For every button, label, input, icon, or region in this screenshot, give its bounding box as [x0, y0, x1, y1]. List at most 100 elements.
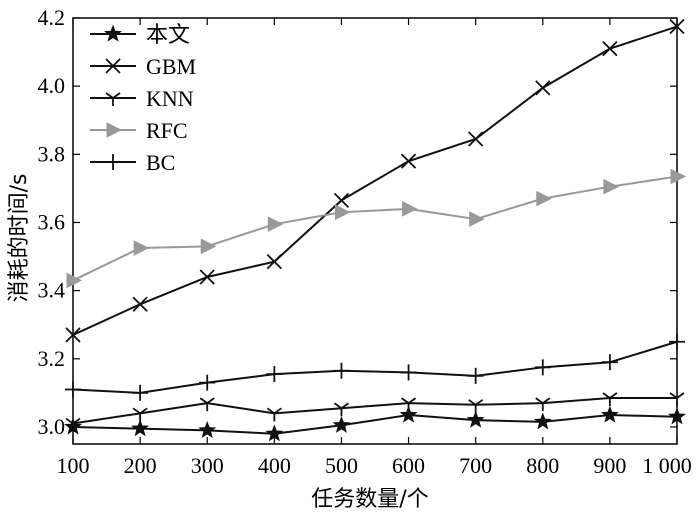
tri-marker-stroke — [112, 92, 121, 99]
legend-label: KNN — [146, 86, 194, 111]
series-line — [72, 25, 678, 336]
triangle-marker — [670, 168, 687, 185]
data-point — [199, 269, 215, 285]
data-point — [132, 296, 148, 312]
data-point — [267, 216, 284, 232]
star-marker — [533, 412, 552, 430]
data-point — [602, 41, 618, 57]
y-tick-label: 4.2 — [38, 5, 66, 30]
legend-marker — [104, 24, 122, 42]
data-point — [399, 405, 418, 423]
data-point — [333, 192, 350, 208]
plot-frame — [72, 17, 678, 445]
data-point — [669, 18, 685, 35]
data-point — [199, 374, 216, 391]
x-marker-stroke — [400, 153, 417, 169]
data-point — [132, 384, 149, 401]
tri-marker-stroke — [468, 399, 477, 406]
legend-label: 本文 — [146, 23, 190, 48]
data-point — [535, 397, 551, 412]
star-marker — [668, 407, 686, 425]
x-tick-label: 800 — [526, 453, 559, 478]
x-tick-label: 700 — [459, 453, 492, 478]
data-point — [131, 419, 150, 437]
data-point — [401, 397, 417, 412]
series-layer — [64, 18, 687, 442]
triangle-marker — [200, 238, 217, 255]
data-point — [466, 410, 485, 428]
tri-marker-stroke — [273, 407, 282, 415]
data-point — [333, 362, 350, 379]
x-marker-stroke — [132, 296, 148, 312]
tri-marker-stroke — [333, 402, 342, 409]
data-point — [65, 327, 81, 343]
x-tick-label: 500 — [325, 453, 358, 478]
triangle-marker — [402, 201, 418, 217]
data-point — [536, 190, 552, 207]
data-point — [334, 204, 351, 221]
data-point — [332, 415, 351, 433]
x-marker-stroke — [333, 192, 350, 208]
tri-marker-stroke — [676, 392, 685, 399]
data-point — [402, 201, 418, 217]
triangle-marker — [469, 211, 485, 227]
tri-marker-stroke — [609, 392, 618, 399]
x-tick-label: 300 — [191, 453, 224, 478]
tri-marker-stroke — [340, 402, 349, 409]
legend-item: GBM — [90, 54, 196, 79]
legend-label: BC — [146, 150, 175, 175]
tri-marker-stroke — [475, 399, 484, 406]
data-point — [65, 381, 81, 398]
data-point — [400, 364, 417, 381]
legend: 本文 GBM KNN RFC BC — [90, 23, 196, 175]
series-line — [72, 340, 678, 394]
tri-marker-stroke — [132, 407, 141, 415]
y-tick-label: 3.6 — [38, 209, 66, 234]
legend-marker — [106, 122, 123, 138]
y-tick-label: 4.0 — [38, 73, 66, 98]
star-marker — [265, 424, 284, 442]
legend-label: GBM — [146, 54, 196, 79]
data-point — [468, 399, 484, 413]
x-tick-label: 600 — [392, 453, 425, 478]
series-0 — [64, 405, 686, 442]
legend-marker — [105, 154, 121, 170]
x-marker-stroke — [266, 254, 282, 270]
legend-item: RFC — [90, 118, 188, 143]
star-marker — [399, 405, 418, 423]
x-tick-label: 900 — [593, 453, 626, 478]
data-point — [669, 333, 685, 350]
legend-label: RFC — [146, 118, 188, 143]
legend-item: 本文 — [90, 23, 190, 48]
x-tick-label: 200 — [124, 453, 157, 478]
y-axis-title: 消耗的时间/s — [7, 174, 32, 303]
data-point — [669, 392, 685, 406]
data-point — [333, 402, 349, 417]
tri-marker-stroke — [669, 392, 678, 399]
x-axis-title: 任务数量/个 — [311, 487, 428, 512]
data-point — [533, 412, 552, 430]
triangle-marker — [267, 216, 284, 232]
data-point — [199, 397, 215, 412]
triangle-marker — [106, 122, 123, 138]
tri-marker-stroke — [65, 417, 74, 425]
data-point — [266, 366, 283, 383]
series-line — [72, 175, 678, 282]
data-point — [668, 407, 686, 425]
data-point — [266, 407, 282, 422]
tri-marker-stroke — [72, 417, 81, 425]
triangle-marker — [133, 240, 150, 256]
data-point — [132, 407, 148, 422]
legend-item: BC — [90, 150, 175, 175]
data-point — [266, 254, 282, 270]
x-axis: 100 200 300 400 500 600 700 800 900 1 000 — [57, 18, 692, 478]
data-point — [601, 354, 618, 371]
tri-marker-stroke — [266, 407, 275, 415]
data-point — [133, 240, 150, 256]
triangle-marker — [334, 204, 351, 221]
tri-marker-stroke — [401, 397, 410, 404]
series-4 — [65, 333, 685, 401]
x-marker-stroke — [535, 80, 551, 96]
data-point — [468, 131, 484, 147]
